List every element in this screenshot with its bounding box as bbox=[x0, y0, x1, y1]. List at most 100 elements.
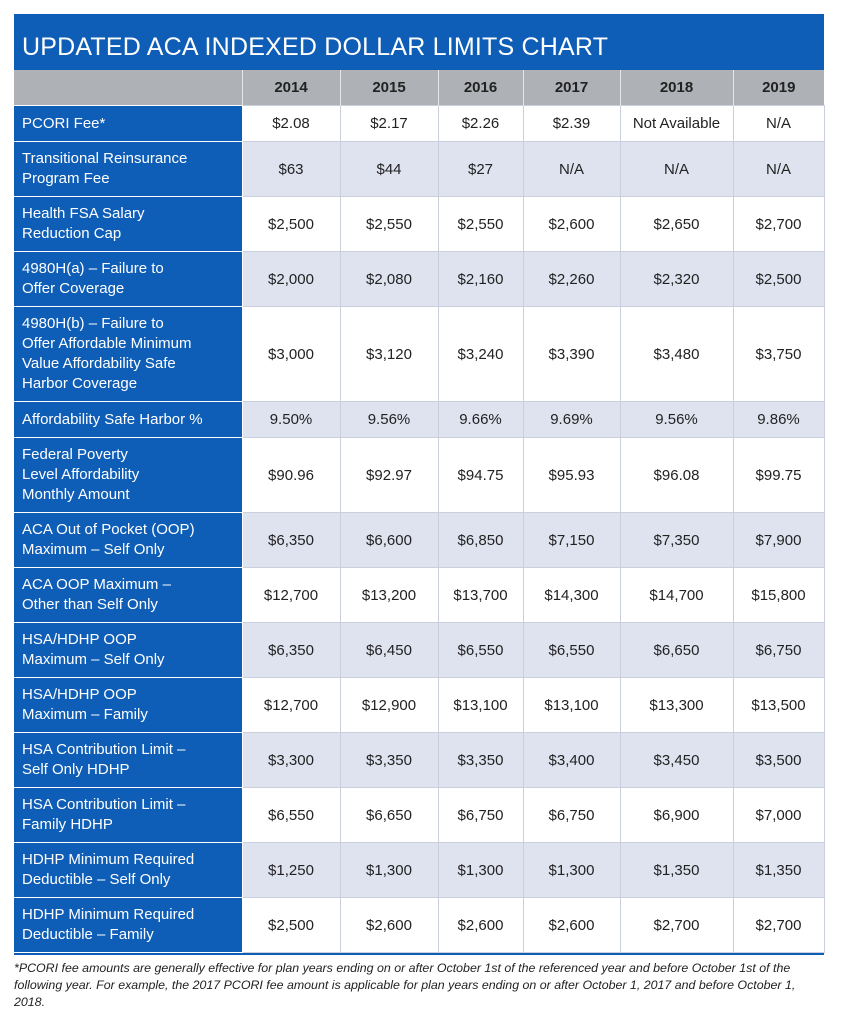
value-cell: $3,450 bbox=[619, 732, 734, 788]
row-label: ACA Out of Pocket (OOP) Maximum – Self On… bbox=[14, 512, 243, 568]
title: UPDATED ACA INDEXED DOLLAR LIMITS CHART bbox=[14, 14, 824, 70]
value-cell: $15,800 bbox=[732, 567, 825, 623]
row-label-line: Level Affordability bbox=[22, 466, 140, 483]
row-label: HDHP Minimum Required Deductible – Self O… bbox=[14, 842, 243, 898]
row-label: Federal Poverty Level Affordability Monthl… bbox=[14, 437, 243, 513]
value-cell: $1,350 bbox=[732, 842, 825, 898]
row-label: 4980H(b) – Failure to Offer Affordable Mi… bbox=[14, 306, 243, 402]
row-label: HSA/HDHP OOP Maximum – Family bbox=[14, 677, 243, 733]
row-label-line: 4980H(a) – Failure to bbox=[22, 260, 164, 277]
value-cell: $2,260 bbox=[522, 251, 621, 307]
value-cell: N/A bbox=[619, 141, 734, 197]
row-label: ACA OOP Maximum – Other than Self Only bbox=[14, 567, 243, 623]
value-cell: $2,650 bbox=[619, 196, 734, 252]
value-cell: $92.97 bbox=[339, 437, 439, 513]
value-cell: $2.39 bbox=[522, 105, 621, 142]
row-label-line: HSA Contribution Limit – bbox=[22, 796, 186, 813]
row-label-line: Reduction Cap bbox=[22, 225, 122, 242]
row-label-line: Federal Poverty bbox=[22, 446, 128, 463]
row-label-line: Transitional Reinsurance bbox=[22, 150, 188, 167]
value-cell: $90.96 bbox=[241, 437, 341, 513]
value-cell: $1,250 bbox=[241, 842, 341, 898]
table-row: HSA Contribution Limit – Family HDHP $6,55… bbox=[14, 787, 825, 843]
value-cell: $96.08 bbox=[619, 437, 734, 513]
column-header: 2018 bbox=[619, 70, 733, 106]
value-cell: 9.56% bbox=[339, 401, 439, 438]
table-row: Affordability Safe Harbor % 9.50% 9.56% 9.6… bbox=[14, 401, 825, 438]
value-cell: $2,700 bbox=[732, 897, 825, 953]
value-cell: N/A bbox=[732, 141, 825, 197]
value-cell: $6,550 bbox=[437, 622, 524, 678]
value-cell: $3,750 bbox=[732, 306, 825, 402]
row-label: Health FSA Salary Reduction Cap bbox=[14, 196, 243, 252]
table-row: HDHP Minimum Required Deductible – Self O… bbox=[14, 842, 825, 898]
value-cell: $2.08 bbox=[241, 105, 341, 142]
row-label-line: Self Only HDHP bbox=[22, 761, 130, 778]
value-cell: 9.50% bbox=[241, 401, 341, 438]
row-label-line: Value Affordability Safe bbox=[22, 355, 176, 372]
row-label: PCORI Fee* bbox=[14, 105, 243, 142]
row-label-line: Other than Self Only bbox=[22, 596, 158, 613]
row-label-line: HSA/HDHP OOP bbox=[22, 631, 137, 648]
value-cell: $3,000 bbox=[241, 306, 341, 402]
column-header: 2016 bbox=[437, 70, 523, 106]
row-label: 4980H(a) – Failure to Offer Coverage bbox=[14, 251, 243, 307]
value-cell: $2,600 bbox=[522, 196, 621, 252]
row-label-line: Deductible – Self Only bbox=[22, 871, 171, 888]
value-cell: $13,700 bbox=[437, 567, 524, 623]
row-label-line: ACA OOP Maximum – bbox=[22, 576, 171, 593]
value-cell: $3,480 bbox=[619, 306, 734, 402]
table-row: PCORI Fee* $2.08 $2.17 $2.26 $2.39 Not Availa… bbox=[14, 105, 825, 142]
value-cell: $3,390 bbox=[522, 306, 621, 402]
value-cell: $2,600 bbox=[339, 897, 439, 953]
row-label-line: 4980H(b) – Failure to bbox=[22, 315, 164, 332]
table-row: HSA Contribution Limit – Self Only HDHP $3… bbox=[14, 732, 825, 788]
row-label-line: Monthly Amount bbox=[22, 486, 130, 503]
row-label-line: Harbor Coverage bbox=[22, 375, 138, 392]
corner-cell bbox=[14, 70, 242, 106]
value-cell: $3,350 bbox=[437, 732, 524, 788]
limits-table: 2014 2015 2016 2017 2018 2019 PCORI Fee* $2.08… bbox=[14, 70, 825, 953]
table-row: HSA/HDHP OOP Maximum – Family $12,700 $12,9… bbox=[14, 677, 825, 733]
value-cell: $3,300 bbox=[241, 732, 341, 788]
value-cell: $3,400 bbox=[522, 732, 621, 788]
value-cell: $2,500 bbox=[732, 251, 825, 307]
row-label-line: Family HDHP bbox=[22, 816, 113, 833]
row-label-line: Health FSA Salary bbox=[22, 205, 145, 222]
table-row: Federal Poverty Level Affordability Monthl… bbox=[14, 437, 825, 513]
row-label-line: HSA Contribution Limit – bbox=[22, 741, 186, 758]
value-cell: $2,160 bbox=[437, 251, 524, 307]
value-cell: $94.75 bbox=[437, 437, 524, 513]
table-row: ACA OOP Maximum – Other than Self Only $12… bbox=[14, 567, 825, 623]
value-cell: $27 bbox=[437, 141, 524, 197]
value-cell: 9.69% bbox=[522, 401, 621, 438]
row-label-line: HDHP Minimum Required bbox=[22, 906, 195, 923]
value-cell: $3,500 bbox=[732, 732, 825, 788]
value-cell: $2.26 bbox=[437, 105, 524, 142]
table-row: HSA/HDHP OOP Maximum – Self Only $6,350 $6,… bbox=[14, 622, 825, 678]
row-label: Transitional Reinsurance Program Fee bbox=[14, 141, 243, 197]
row-label-line: HDHP Minimum Required bbox=[22, 851, 195, 868]
value-cell: $2,700 bbox=[732, 196, 825, 252]
value-cell: $2,500 bbox=[241, 196, 341, 252]
value-cell: $6,350 bbox=[241, 622, 341, 678]
column-header: 2015 bbox=[339, 70, 438, 106]
value-cell: 9.86% bbox=[732, 401, 825, 438]
table-row: 4980H(a) – Failure to Offer Coverage $2,00… bbox=[14, 251, 825, 307]
value-cell: Not Available bbox=[619, 105, 734, 142]
value-cell: $13,100 bbox=[522, 677, 621, 733]
value-cell: $6,650 bbox=[339, 787, 439, 843]
value-cell: $12,900 bbox=[339, 677, 439, 733]
value-cell: $7,150 bbox=[522, 512, 621, 568]
value-cell: $6,450 bbox=[339, 622, 439, 678]
value-cell: $7,900 bbox=[732, 512, 825, 568]
value-cell: $63 bbox=[241, 141, 341, 197]
value-cell: $6,750 bbox=[732, 622, 825, 678]
value-cell: $2,500 bbox=[241, 897, 341, 953]
value-cell: $6,850 bbox=[437, 512, 524, 568]
value-cell: $6,600 bbox=[339, 512, 439, 568]
bottom-rule bbox=[14, 953, 824, 955]
value-cell: $1,350 bbox=[619, 842, 734, 898]
column-header: 2017 bbox=[522, 70, 620, 106]
